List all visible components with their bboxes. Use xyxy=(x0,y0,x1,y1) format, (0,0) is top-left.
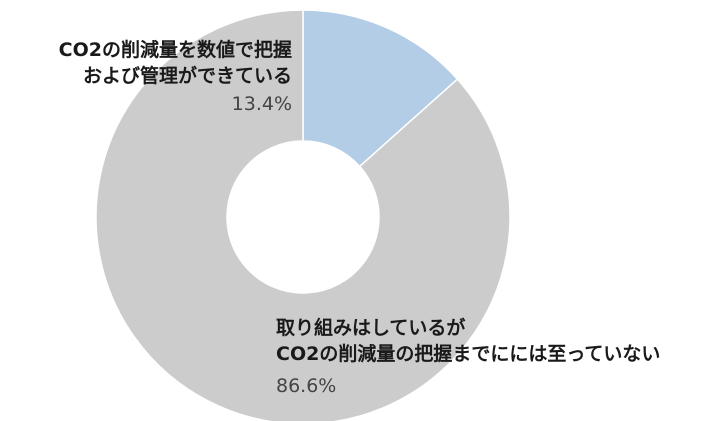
slice-value-managed: 13.4% xyxy=(232,93,292,115)
slice-label-not-reached-line2: CO2の削減量の把握までにには至っていない xyxy=(276,342,660,365)
slice-managed xyxy=(302,9,459,168)
slice-value-not-reached: 86.6% xyxy=(276,375,336,397)
slice-label-managed-line2: および管理ができている xyxy=(83,64,292,87)
slice-label-not-reached-line1: 取り組みはしているが xyxy=(276,316,465,339)
slice-label-managed-line1: CO2の削減量を数値で把握 xyxy=(59,38,292,61)
slice-not-reached xyxy=(95,9,511,421)
donut-slices xyxy=(95,9,511,421)
label-group-not-reached: 取り組みはしているが CO2の削減量の把握までにには至っていない 86.6% xyxy=(276,316,660,397)
label-group-managed: CO2の削減量を数値で把握 および管理ができている 13.4% xyxy=(59,38,292,115)
